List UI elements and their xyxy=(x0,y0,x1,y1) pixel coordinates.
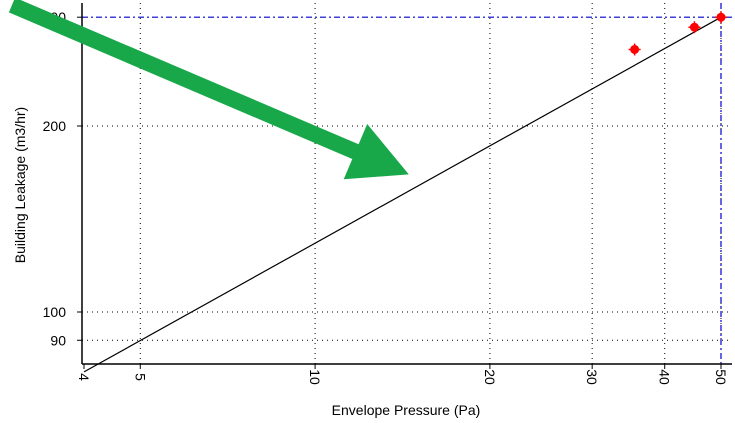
grid-lines xyxy=(82,3,732,364)
fit-line-group xyxy=(83,16,722,373)
annotation-arrow xyxy=(8,0,409,180)
fit-line xyxy=(83,16,722,373)
y-tick-label: 200 xyxy=(43,118,67,134)
y-tick-labels: 90100200300 xyxy=(43,9,67,348)
reference-lines xyxy=(82,3,732,364)
x-tick-label: 30 xyxy=(584,369,600,385)
data-point xyxy=(688,21,701,34)
x-tick-label: 10 xyxy=(307,369,323,385)
axes xyxy=(77,3,732,369)
arrow-shape xyxy=(8,0,409,180)
y-tick-label: 90 xyxy=(50,332,66,348)
data-point xyxy=(628,43,641,56)
x-tick-label: 50 xyxy=(713,369,729,385)
x-tick-label: 4 xyxy=(76,373,92,381)
data-point xyxy=(715,11,727,24)
x-tick-label: 20 xyxy=(482,369,498,385)
x-axis-label: Envelope Pressure (Pa) xyxy=(332,402,481,418)
data-points xyxy=(628,11,727,56)
x-tick-label: 40 xyxy=(657,369,673,385)
y-tick-label: 100 xyxy=(43,304,67,320)
y-axis-label: Building Leakage (m3/hr) xyxy=(12,107,28,263)
x-tick-labels: 4 5 10 20 30 40 50 xyxy=(76,369,729,385)
x-tick-label: 5 xyxy=(132,373,148,381)
